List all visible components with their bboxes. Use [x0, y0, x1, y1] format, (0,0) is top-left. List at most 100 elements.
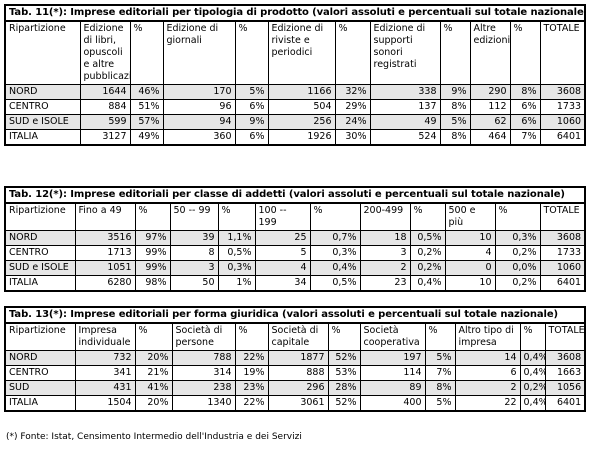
data-cell: 32% [334, 84, 371, 100]
data-cell: 599 [79, 114, 131, 130]
data-cell: 0,0% [494, 260, 541, 276]
data-cell: 341 [74, 365, 136, 381]
data-cell: 46% [129, 84, 164, 100]
data-cell: 6% [234, 129, 269, 146]
title-row: Tab. 12(*): Imprese editoriali per class… [4, 186, 586, 204]
data-cell: 21% [134, 365, 173, 381]
data-cell: 238 [171, 380, 236, 396]
data-cell: 3127 [79, 129, 131, 146]
data-cell: 114 [359, 365, 426, 381]
data-cell: 6401 [544, 395, 586, 412]
row-label: CENTRO [4, 245, 76, 261]
data-cell: 1060 [539, 260, 586, 276]
data-table: Tab. 11(*): Imprese editoriali per tipol… [4, 4, 587, 146]
data-cell: 3 [359, 245, 411, 261]
row-label: SUD e ISOLE [4, 114, 81, 130]
header-cell: % [309, 202, 361, 231]
data-cell: 52% [327, 395, 361, 412]
data-cell: 6 [454, 365, 521, 381]
data-cell: 290 [469, 84, 511, 100]
header-row: Ripartizione Impresa individuale% Società … [4, 322, 586, 351]
row-label: CENTRO [4, 99, 81, 115]
data-row: SUD e ISOLE 1051 99% 3 0,3% 4 0,4% 2 0,2% 0 0,0% 10… [4, 260, 586, 276]
data-cell: 112 [469, 99, 511, 115]
data-cell: 22% [234, 395, 269, 412]
data-cell: 3608 [544, 350, 586, 366]
data-cell: 20% [134, 350, 173, 366]
table-block: Tab. 12(*): Imprese editoriali per class… [4, 186, 587, 292]
data-cell: 5% [424, 350, 456, 366]
data-cell: 4 [254, 260, 311, 276]
data-cell: 14 [454, 350, 521, 366]
data-cell: 1733 [539, 99, 586, 115]
data-row: NORD 3516 97% 39 1,1% 25 0,7% 18 0,5% 10 0,3% 3608 [4, 230, 586, 246]
data-cell: 0,2% [494, 245, 541, 261]
data-cell: 10 [444, 230, 496, 246]
header-cell: 200-499 [359, 202, 411, 231]
row-label: SUD e ISOLE [4, 260, 76, 276]
data-cell: 6% [509, 114, 541, 130]
data-cell: 99% [134, 260, 171, 276]
data-cell: 22% [234, 350, 269, 366]
header-cell: Altro tipo di impresa [454, 322, 521, 351]
data-cell: 20% [134, 395, 173, 412]
data-cell: 18 [359, 230, 411, 246]
header-cell: TOTALE [544, 322, 586, 351]
data-cell: 0,5% [217, 245, 256, 261]
data-cell: 0,4% [309, 260, 361, 276]
header-cell: % [494, 202, 541, 231]
data-cell: 62 [469, 114, 511, 130]
header-cell: % [234, 322, 269, 351]
data-row: ITALIA 3127 49% 360 6% 1926 30% 524 8% 464 7% 6401 [4, 129, 586, 146]
header-cell: Edizione di riviste e periodici [267, 20, 336, 85]
data-cell: 3608 [539, 230, 586, 246]
data-cell: 2 [359, 260, 411, 276]
data-cell: 30% [334, 129, 371, 146]
data-cell: 1926 [267, 129, 336, 146]
data-cell: 1060 [539, 114, 586, 130]
row-label: NORD [4, 84, 81, 100]
data-cell: 256 [267, 114, 336, 130]
data-cell: 0,3% [217, 260, 256, 276]
data-cell: 360 [162, 129, 236, 146]
header-cell: Ripartizione [4, 20, 81, 85]
row-label: ITALIA [4, 275, 76, 292]
data-cell: 19% [234, 365, 269, 381]
header-cell: % [134, 322, 173, 351]
header-cell: % [327, 322, 361, 351]
data-cell: 1056 [544, 380, 586, 396]
data-row: ITALIA150420%134022%306152%4005%220,4%64… [4, 395, 586, 412]
data-cell: 9% [234, 114, 269, 130]
data-cell: 51% [129, 99, 164, 115]
data-cell: 0,2% [494, 275, 541, 292]
header-cell: Società di persone [171, 322, 236, 351]
data-cell: 6% [509, 99, 541, 115]
data-cell: 1663 [544, 365, 586, 381]
header-cell: % [129, 20, 164, 85]
data-cell: 732 [74, 350, 136, 366]
data-cell: 6% [234, 99, 269, 115]
data-cell: 0,4% [519, 395, 546, 412]
data-cell: 0,4% [519, 350, 546, 366]
data-cell: 3 [169, 260, 219, 276]
data-cell: 4 [444, 245, 496, 261]
row-label: NORD [4, 230, 76, 246]
data-cell: 5% [424, 395, 456, 412]
data-cell: 29% [334, 99, 371, 115]
data-cell: 96 [162, 99, 236, 115]
data-cell: 296 [267, 380, 329, 396]
data-cell: 314 [171, 365, 236, 381]
data-cell: 6280 [74, 275, 136, 292]
data-cell: 1713 [74, 245, 136, 261]
data-cell: 41% [134, 380, 173, 396]
data-cell: 0,2% [409, 260, 446, 276]
data-cell: 6401 [539, 275, 586, 292]
header-cell: % [217, 202, 256, 231]
data-cell: 8% [439, 99, 471, 115]
data-cell: 7% [424, 365, 456, 381]
data-cell: 788 [171, 350, 236, 366]
row-label: CENTRO [4, 365, 76, 381]
data-cell: 10 [444, 275, 496, 292]
